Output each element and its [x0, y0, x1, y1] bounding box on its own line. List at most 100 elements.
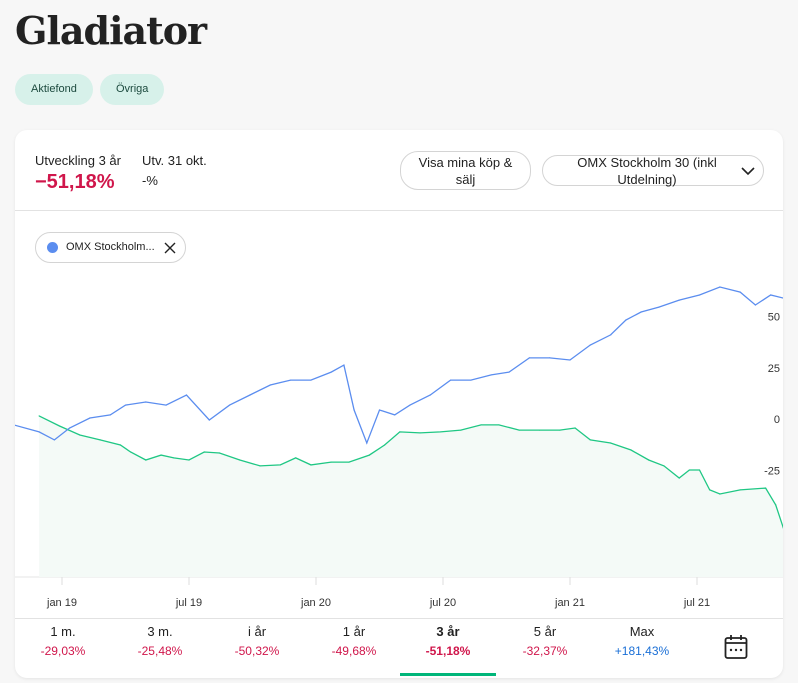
fund-area: [39, 415, 783, 577]
fund-point: [719, 493, 721, 495]
fund-point: [203, 451, 205, 453]
chart-card: Utveckling 3 år −51,18% Utv. 31 okt. -% …: [15, 130, 783, 678]
fund-point: [99, 439, 101, 441]
index-point: [165, 404, 167, 406]
performance-chart: jan 19 jul 19 jan 20 jul 20 jan 21 jul 21 50 25…: [15, 286, 783, 609]
fund-point: [348, 461, 350, 463]
calendar-icon[interactable]: [724, 634, 748, 660]
period-value: -32,37%: [522, 644, 568, 658]
legend-dot-icon: [47, 242, 58, 253]
period-label: Max: [629, 624, 655, 639]
fund-point: [160, 454, 162, 456]
period-label: 5 år: [533, 624, 557, 639]
index-point: [378, 409, 381, 411]
tag-ovriga[interactable]: Övriga: [100, 74, 165, 105]
index-point: [394, 414, 396, 416]
fund-point: [239, 459, 241, 461]
fund-point: [368, 454, 370, 456]
tag-aktiefond[interactable]: Aktiefond: [15, 74, 93, 105]
index-point: [53, 439, 55, 441]
fund-point: [678, 477, 680, 479]
fund-point: [610, 442, 612, 444]
index-point: [343, 364, 345, 366]
show-trades-button[interactable]: Visa mina köp & sälj: [400, 151, 531, 190]
index-point: [353, 409, 355, 411]
fund-point: [663, 465, 665, 467]
fund-point: [259, 465, 261, 467]
index-point: [330, 371, 332, 373]
index-point: [310, 379, 312, 381]
index-point: [549, 357, 551, 359]
index-point: [719, 286, 721, 288]
index-point: [625, 319, 627, 321]
development-value: −51,18%: [35, 171, 115, 193]
y-tick-label: 50: [768, 312, 780, 324]
period-tab[interactable]: i år -50,32%: [209, 624, 305, 658]
index-point: [470, 379, 472, 381]
fund-point: [173, 457, 175, 459]
period-tab[interactable]: 3 år -51,18%: [400, 624, 496, 658]
index-point: [678, 299, 680, 301]
fund-point: [119, 444, 122, 446]
active-tab-indicator: [400, 673, 496, 676]
fund-point: [648, 459, 650, 461]
index-point: [658, 306, 660, 308]
x-tick-label: jul 19: [175, 597, 202, 609]
period-tab[interactable]: 3 m. -25,48%: [112, 624, 208, 658]
fund-point: [709, 489, 711, 491]
x-tick-label: jan 20: [300, 597, 331, 609]
fund-point: [58, 425, 61, 427]
fund-point: [518, 429, 520, 431]
index-point: [490, 374, 492, 376]
index-point: [109, 414, 111, 416]
development-label: Utveckling 3 år: [35, 153, 121, 168]
index-point: [610, 334, 612, 336]
period-tab[interactable]: 1 m. -29,03%: [15, 624, 111, 658]
fund-point: [38, 415, 40, 417]
period-label: 3 år: [436, 624, 460, 639]
index-point: [640, 311, 642, 313]
period-value: +181,43%: [614, 644, 670, 658]
period-tab[interactable]: 5 år -32,37%: [497, 624, 593, 658]
fund-point: [79, 434, 81, 436]
fund-point: [480, 424, 482, 426]
fund-point: [279, 464, 282, 466]
fund-point: [218, 452, 221, 454]
index-point: [450, 379, 452, 381]
index-point: [528, 357, 530, 359]
index-point: [589, 344, 591, 346]
index-point: [366, 442, 368, 444]
period-value: -50,32%: [234, 644, 280, 658]
period-tab[interactable]: 1 år -49,68%: [306, 624, 402, 658]
index-point: [124, 404, 127, 406]
fund-point: [145, 459, 147, 461]
fund-point: [188, 459, 190, 461]
period-label: i år: [247, 624, 267, 639]
fund-point: [559, 429, 561, 431]
legend-chip[interactable]: OMX Stockholm...: [35, 232, 186, 263]
chevron-down-icon: [741, 167, 755, 176]
fund-point: [698, 469, 701, 471]
fund-point: [574, 427, 576, 429]
y-tick-label: -25: [764, 465, 780, 477]
header-divider: [15, 210, 783, 211]
x-tick-label: jan 21: [554, 597, 585, 609]
fund-point: [630, 449, 632, 451]
page-title: Gladiator: [15, 8, 207, 53]
fund-point: [498, 424, 500, 426]
utv-value: -%: [142, 173, 158, 188]
index-point: [185, 394, 188, 396]
period-value: -49,68%: [331, 644, 377, 658]
index-point: [409, 404, 411, 406]
index-select[interactable]: OMX Stockholm 30 (inkl Utdelning): [542, 155, 764, 187]
close-icon[interactable]: [164, 242, 176, 254]
period-tab[interactable]: Max +181,43%: [594, 624, 690, 658]
index-point: [89, 417, 91, 419]
legend-chip-label: OMX Stockholm...: [66, 241, 155, 253]
fund-point: [399, 431, 401, 433]
fund-point: [764, 487, 767, 489]
fund-point: [310, 464, 312, 466]
period-label: 3 m.: [147, 624, 173, 639]
index-point: [770, 294, 772, 296]
fund-point: [295, 457, 297, 459]
